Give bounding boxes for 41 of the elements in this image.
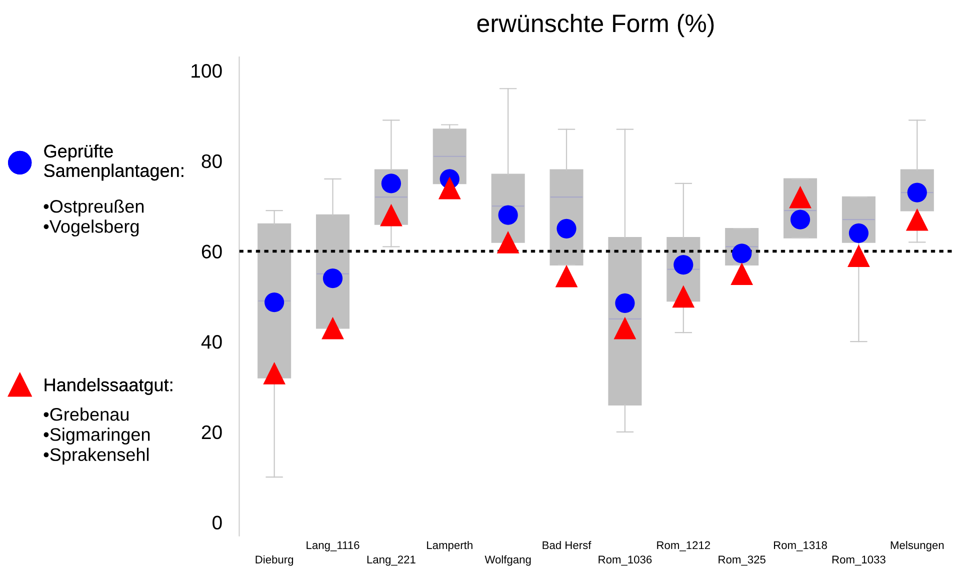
- x-tick-label: Rom_1318: [774, 541, 827, 552]
- point: [614, 316, 636, 340]
- x-tick-label: Rom_325: [718, 556, 766, 566]
- point: [730, 262, 754, 286]
- x-tick-label: Rom_1036: [598, 556, 652, 566]
- x-tick-label: Rom_1033: [832, 556, 886, 566]
- x-tick-label: Lamperth: [427, 540, 472, 552]
- point: [848, 244, 870, 267]
- x-tick-label: Wolfgang: [484, 555, 531, 566]
- point: [322, 316, 344, 340]
- legend-label: Handelssaatgut:: [44, 378, 172, 395]
- y-tick-label: 20: [202, 425, 222, 440]
- x-tick-label: Melsungen: [890, 540, 944, 552]
- x-tick-label: Bad Hersf: [542, 540, 592, 550]
- point: [615, 293, 635, 313]
- x-tick-label: Rom_1212: [657, 541, 710, 552]
- point: [381, 174, 402, 194]
- y-tick-label: 40: [201, 335, 222, 349]
- legend-label: Geprüfte Samenplantagen:: [44, 144, 184, 181]
- x-tick-label: Lang_221: [367, 556, 416, 566]
- point: [263, 362, 286, 384]
- x-tick-label: Lang_1116: [306, 541, 360, 552]
- point: [790, 210, 810, 230]
- point: [906, 208, 928, 231]
- chart-title: erwünschte Form (%): [477, 14, 714, 38]
- point: [264, 292, 284, 312]
- point: [555, 264, 578, 288]
- point: [322, 268, 343, 288]
- y-tick-label: 60: [202, 244, 222, 258]
- y-tick-label: 80: [202, 154, 222, 168]
- point: [848, 223, 869, 243]
- y-tick-label: 0: [212, 516, 222, 530]
- text: •Grebenau •Sigmaringen •Sprakensehl: [44, 408, 150, 465]
- point: [672, 285, 695, 308]
- point: [556, 218, 576, 238]
- text: •Ostpreußen •Vogelsberg: [44, 200, 144, 236]
- point: [496, 231, 520, 254]
- y-tick-label: 100: [192, 64, 222, 78]
- x-tick-label: Dieburg: [256, 555, 294, 566]
- point: [380, 204, 402, 226]
- point: [438, 176, 461, 200]
